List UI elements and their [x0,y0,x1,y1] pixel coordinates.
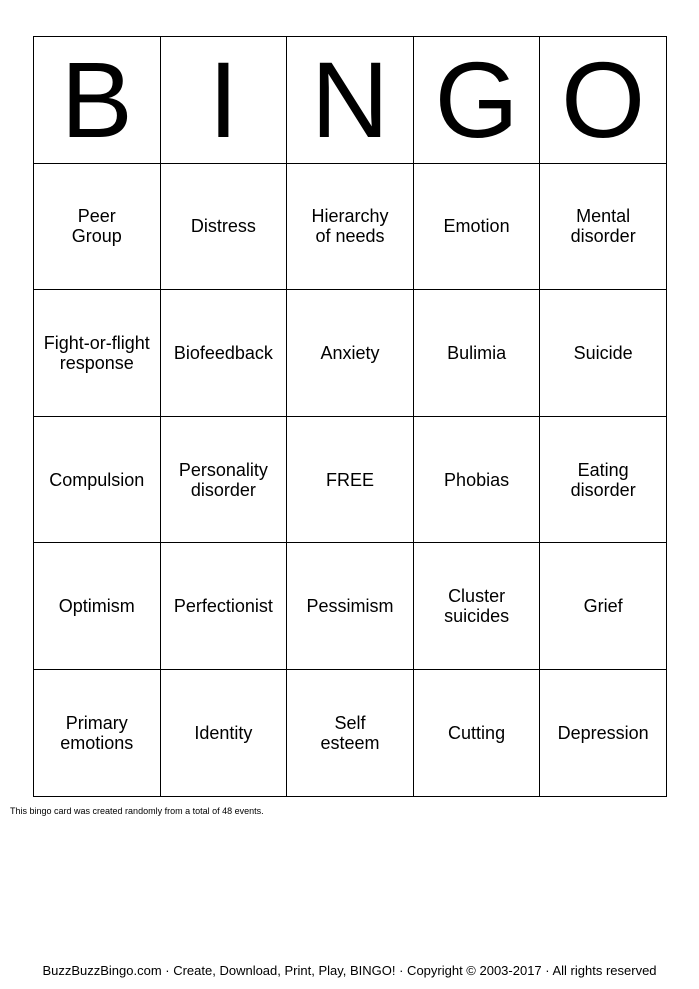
footer-copyright: BuzzBuzzBingo.com · Create, Download, Pr… [42,963,657,978]
bingo-cell: Pessimism [286,542,414,670]
bingo-cell: Emotion [412,162,541,291]
bingo-cell: Perfectionist [159,542,288,670]
bingo-cell: Cluster suicides [412,542,541,670]
bingo-cell: Biofeedback [159,289,288,417]
header-letter-o: O [539,36,667,164]
card-row: Fight-or-flight response Biofeedback Anx… [33,289,667,417]
bingo-cell: Fight-or-flight response [33,289,161,417]
card-row: Optimism Perfectionist Pessimism Cluster… [33,542,667,670]
bingo-cell: Compulsion [33,415,161,544]
header-letter-n: N [286,36,414,164]
bingo-cell: Peer Group [33,162,161,291]
card-row: Peer Group Distress Hierarchy of needs E… [33,162,667,291]
bingo-cell: Distress [159,162,288,291]
card-note: This bingo card was created randomly fro… [10,806,264,816]
free-cell: FREE [286,415,414,544]
header-letter-i: I [159,36,288,164]
header-row: B I N G O [33,36,667,164]
bingo-cell: Phobias [412,415,541,544]
bingo-cell: Mental disorder [539,162,667,291]
header-letter-g: G [412,36,541,164]
bingo-cell: Eating disorder [539,415,667,544]
bingo-cell: Hierarchy of needs [286,162,414,291]
card-row: Compulsion Personality disorder FREE Pho… [33,415,667,544]
bingo-cell: Cutting [412,668,541,797]
bingo-cell: Anxiety [286,289,414,417]
bingo-cell: Identity [159,668,288,797]
bingo-cell: Bulimia [412,289,541,417]
bingo-cell: Grief [539,542,667,670]
bingo-cell: Suicide [539,289,667,417]
bingo-cell: Depression [539,668,667,797]
header-letter-b: B [33,36,161,164]
bingo-cell: Optimism [33,542,161,670]
card-row: Primary emotions Identity Self esteem Cu… [33,668,667,797]
bingo-cell: Primary emotions [33,668,161,797]
bingo-card: B I N G O Peer Group Distress Hierarchy … [33,36,667,797]
bingo-cell: Self esteem [286,668,414,797]
bingo-cell: Personality disorder [159,415,288,544]
